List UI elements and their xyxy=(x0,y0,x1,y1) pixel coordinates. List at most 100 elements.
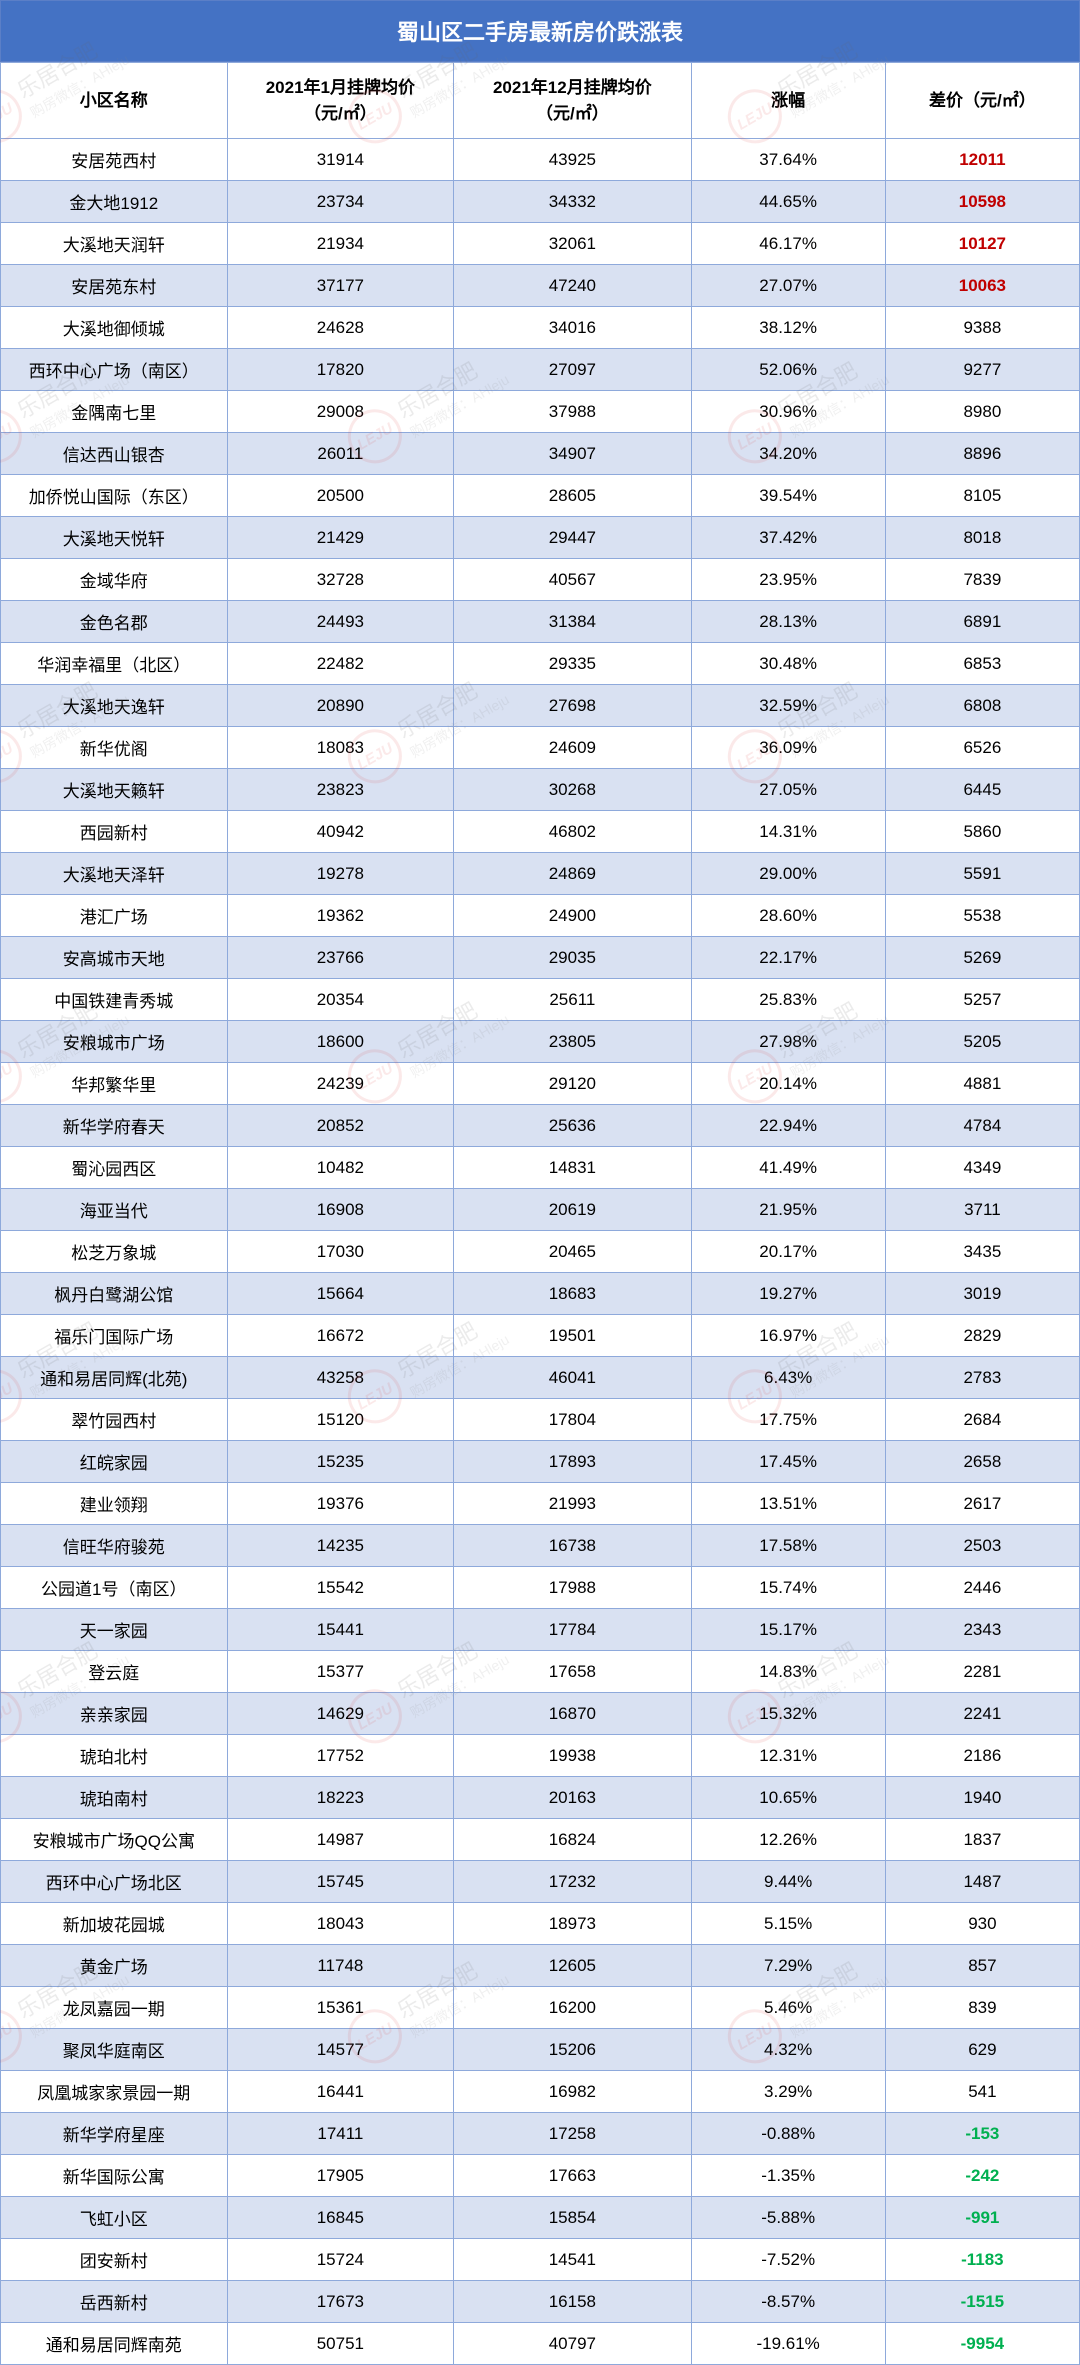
cell-name: 新华优阁 xyxy=(1,727,228,769)
table-row: 新加坡花园城18043189735.15%930 xyxy=(1,1903,1080,1945)
table-row: 福乐门国际广场166721950116.97%2829 xyxy=(1,1315,1080,1357)
cell-dec: 34016 xyxy=(454,307,691,349)
cell-dec: 17658 xyxy=(454,1651,691,1693)
cell-pct: -0.88% xyxy=(691,2113,885,2155)
cell-diff: 2446 xyxy=(885,1567,1079,1609)
table-row: 大溪地天悦轩214292944737.42%8018 xyxy=(1,517,1080,559)
cell-diff: 9277 xyxy=(885,349,1079,391)
cell-pct: 17.58% xyxy=(691,1525,885,1567)
cell-diff: 7839 xyxy=(885,559,1079,601)
cell-dec: 19501 xyxy=(454,1315,691,1357)
cell-jan: 15235 xyxy=(227,1441,454,1483)
cell-jan: 16908 xyxy=(227,1189,454,1231)
cell-dec: 29447 xyxy=(454,517,691,559)
cell-diff: 4349 xyxy=(885,1147,1079,1189)
cell-dec: 46041 xyxy=(454,1357,691,1399)
cell-diff: 8105 xyxy=(885,475,1079,517)
cell-dec: 20163 xyxy=(454,1777,691,1819)
cell-diff: 3019 xyxy=(885,1273,1079,1315)
cell-name: 大溪地天泽轩 xyxy=(1,853,228,895)
table-row: 安居苑西村319144392537.64%12011 xyxy=(1,139,1080,181)
cell-pct: 28.60% xyxy=(691,895,885,937)
cell-dec: 24869 xyxy=(454,853,691,895)
cell-jan: 15745 xyxy=(227,1861,454,1903)
cell-jan: 10482 xyxy=(227,1147,454,1189)
table-row: 松芝万象城170302046520.17%3435 xyxy=(1,1231,1080,1273)
cell-dec: 47240 xyxy=(454,265,691,307)
cell-diff: 1940 xyxy=(885,1777,1079,1819)
cell-dec: 16982 xyxy=(454,2071,691,2113)
cell-name: 飞虹小区 xyxy=(1,2197,228,2239)
cell-diff: 4784 xyxy=(885,1105,1079,1147)
cell-jan: 16845 xyxy=(227,2197,454,2239)
cell-dec: 37988 xyxy=(454,391,691,433)
cell-pct: 27.05% xyxy=(691,769,885,811)
cell-name: 福乐门国际广场 xyxy=(1,1315,228,1357)
cell-pct: 22.94% xyxy=(691,1105,885,1147)
cell-diff: -991 xyxy=(885,2197,1079,2239)
cell-diff: 6853 xyxy=(885,643,1079,685)
cell-dec: 34907 xyxy=(454,433,691,475)
table-row: 安高城市天地237662903522.17%5269 xyxy=(1,937,1080,979)
cell-dec: 30268 xyxy=(454,769,691,811)
table-row: 大溪地天泽轩192782486929.00%5591 xyxy=(1,853,1080,895)
cell-dec: 17784 xyxy=(454,1609,691,1651)
cell-name: 红皖家园 xyxy=(1,1441,228,1483)
cell-jan: 19278 xyxy=(227,853,454,895)
cell-diff: 10063 xyxy=(885,265,1079,307)
cell-dec: 40797 xyxy=(454,2323,691,2365)
table-row: 大溪地御倾城246283401638.12%9388 xyxy=(1,307,1080,349)
cell-dec: 24609 xyxy=(454,727,691,769)
cell-diff: 4881 xyxy=(885,1063,1079,1105)
table-row: 聚凤华庭南区14577152064.32%629 xyxy=(1,2029,1080,2071)
cell-dec: 14541 xyxy=(454,2239,691,2281)
cell-dec: 17988 xyxy=(454,1567,691,1609)
cell-jan: 14987 xyxy=(227,1819,454,1861)
table-row: 西环中心广场北区15745172329.44%1487 xyxy=(1,1861,1080,1903)
cell-pct: 17.75% xyxy=(691,1399,885,1441)
cell-diff: -242 xyxy=(885,2155,1079,2197)
cell-pct: 38.12% xyxy=(691,307,885,349)
cell-dec: 16870 xyxy=(454,1693,691,1735)
table-row: 中国铁建青秀城203542561125.83%5257 xyxy=(1,979,1080,1021)
cell-diff: 8018 xyxy=(885,517,1079,559)
cell-pct: 19.27% xyxy=(691,1273,885,1315)
table-row: 加侨悦山国际（东区）205002860539.54%8105 xyxy=(1,475,1080,517)
cell-name: 枫丹白鹭湖公馆 xyxy=(1,1273,228,1315)
cell-dec: 20619 xyxy=(454,1189,691,1231)
cell-jan: 20890 xyxy=(227,685,454,727)
cell-name: 安高城市天地 xyxy=(1,937,228,979)
cell-jan: 14577 xyxy=(227,2029,454,2071)
cell-jan: 22482 xyxy=(227,643,454,685)
cell-jan: 29008 xyxy=(227,391,454,433)
cell-pct: 52.06% xyxy=(691,349,885,391)
cell-diff: 2503 xyxy=(885,1525,1079,1567)
cell-diff: 629 xyxy=(885,2029,1079,2071)
cell-name: 海亚当代 xyxy=(1,1189,228,1231)
cell-pct: 30.96% xyxy=(691,391,885,433)
cell-name: 黄金广场 xyxy=(1,1945,228,1987)
table-row: 团安新村1572414541-7.52%-1183 xyxy=(1,2239,1080,2281)
cell-diff: 2186 xyxy=(885,1735,1079,1777)
header-pct: 涨幅 xyxy=(691,63,885,139)
table-row: 公园道1号（南区）155421798815.74%2446 xyxy=(1,1567,1080,1609)
cell-dec: 29335 xyxy=(454,643,691,685)
table-row: 大溪地天润轩219343206146.17%10127 xyxy=(1,223,1080,265)
cell-name: 大溪地天悦轩 xyxy=(1,517,228,559)
cell-pct: 4.32% xyxy=(691,2029,885,2071)
cell-diff: -9954 xyxy=(885,2323,1079,2365)
table-row: 蜀沁园西区104821483141.49%4349 xyxy=(1,1147,1080,1189)
table-row: 安居苑东村371774724027.07%10063 xyxy=(1,265,1080,307)
cell-pct: 6.43% xyxy=(691,1357,885,1399)
cell-jan: 18083 xyxy=(227,727,454,769)
cell-pct: 37.64% xyxy=(691,139,885,181)
cell-pct: -8.57% xyxy=(691,2281,885,2323)
cell-name: 大溪地天逸轩 xyxy=(1,685,228,727)
table-row: 金色名郡244933138428.13%6891 xyxy=(1,601,1080,643)
cell-pct: 37.42% xyxy=(691,517,885,559)
cell-name: 公园道1号（南区） xyxy=(1,1567,228,1609)
cell-pct: 29.00% xyxy=(691,853,885,895)
table-row: 西园新村409424680214.31%5860 xyxy=(1,811,1080,853)
cell-name: 金大地1912 xyxy=(1,181,228,223)
cell-name: 凤凰城家家景园一期 xyxy=(1,2071,228,2113)
